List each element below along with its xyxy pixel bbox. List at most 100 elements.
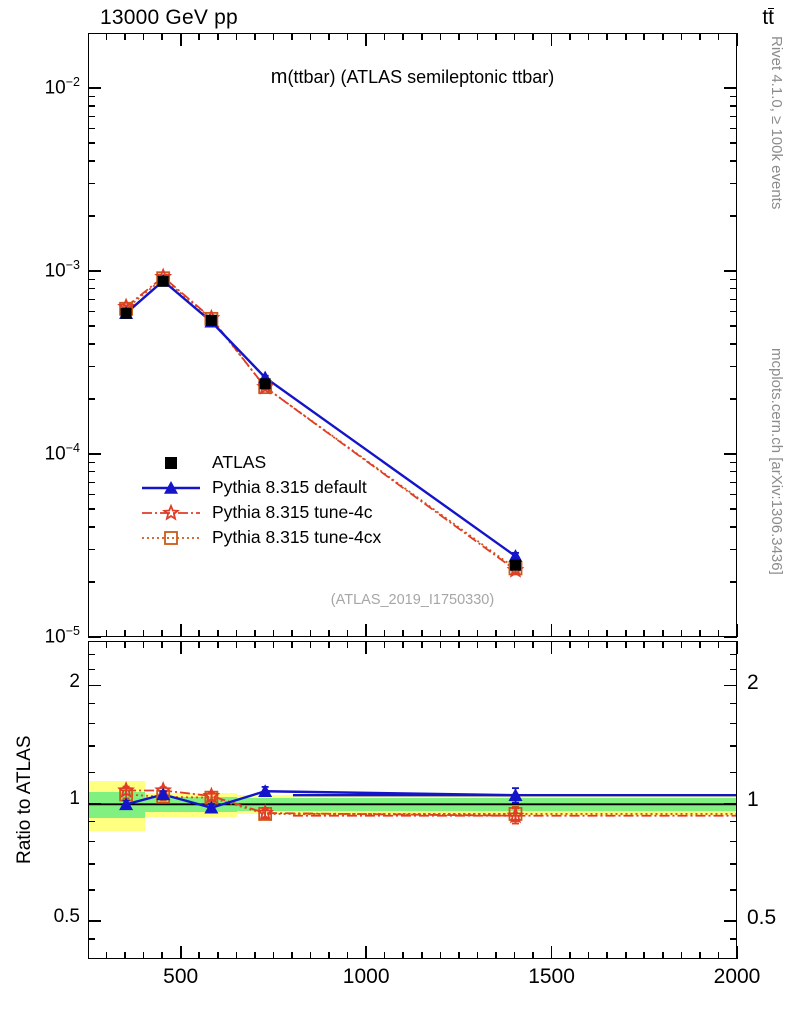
y-tick-minor-left	[88, 278, 95, 281]
x-tick-ratio-top	[439, 641, 442, 648]
y-axis-label: 10−4	[44, 441, 80, 465]
legend-marker-tune-4c	[162, 503, 180, 521]
y-tick-minor-right	[730, 160, 737, 162]
plot-title-rest: (ttbar) (ATLAS semileptonic ttbar)	[287, 67, 555, 87]
x-tick-ratio-bottom	[309, 952, 312, 959]
ratio-y-tick-major-left	[88, 802, 101, 805]
y-tick-minor-left	[88, 343, 95, 345]
legend-item[interactable]: Pythia 8.315 tune-4cx	[140, 525, 381, 550]
x-tick-ratio-top	[217, 641, 219, 648]
x-tick-ratio-bottom	[736, 946, 738, 959]
ratio-y-axis-label-left: 1	[69, 788, 80, 810]
process-label: tt	[762, 6, 774, 30]
x-tick-ratio-bottom	[587, 952, 590, 959]
x-tick-main-bottom	[291, 630, 293, 637]
x-tick-main-top	[124, 33, 126, 40]
x-tick-ratio-bottom	[272, 952, 275, 959]
ratio-y-tick-minor-left	[88, 840, 95, 842]
ratio-y-axis-label-right: 2	[747, 670, 759, 694]
x-tick-ratio-bottom	[643, 952, 646, 959]
ratio-marker-default	[204, 800, 219, 814]
y-tick-minor-left	[88, 127, 95, 130]
ratio-marker-tune-4c	[117, 781, 136, 799]
x-tick-ratio-bottom	[458, 952, 460, 959]
x-tick-main-bottom	[105, 630, 108, 637]
x-tick-ratio-top	[309, 641, 312, 648]
ratio-marker-default	[156, 787, 171, 801]
x-tick-main-top	[736, 33, 738, 46]
x-tick-ratio-bottom	[569, 952, 571, 959]
ratio-y-tick-minor-right	[730, 820, 737, 822]
x-tick-main-bottom	[254, 630, 256, 637]
x-tick-ratio-top	[383, 641, 386, 648]
y-tick-major-left	[88, 87, 101, 89]
y-tick-minor-right	[730, 288, 737, 290]
y-tick-minor-right	[730, 325, 737, 327]
x-tick-ratio-bottom	[198, 952, 201, 959]
y-tick-minor-right	[730, 127, 737, 130]
y-tick-minor-left	[88, 481, 95, 484]
legend-label: Pythia 8.315 tune-4cx	[212, 527, 382, 547]
legend-item[interactable]: ATLAS	[140, 450, 381, 475]
y-tick-minor-right	[730, 366, 737, 368]
ratio-y-tick-minor-right	[730, 745, 737, 747]
x-tick-main-top	[624, 33, 627, 40]
ratio-y-tick-major-right	[724, 684, 737, 687]
x-tick-ratio-top	[142, 641, 145, 648]
x-tick-ratio-top	[458, 641, 460, 648]
x-tick-ratio-top	[179, 641, 182, 654]
ratio-y-tick-minor-right	[730, 863, 737, 865]
y-tick-minor-left	[88, 581, 95, 583]
x-tick-ratio-bottom	[402, 952, 405, 959]
y-tick-minor-right	[730, 508, 737, 510]
legend-key-blue-solid-triangle	[140, 477, 202, 499]
x-tick-ratio-top	[161, 641, 163, 648]
x-tick-main-bottom	[606, 630, 608, 637]
y-tick-minor-left	[88, 548, 95, 551]
x-tick-ratio-bottom	[254, 952, 256, 959]
marker-atlas	[259, 378, 271, 390]
marker-atlas	[157, 275, 169, 287]
x-tick-main-top	[717, 33, 720, 40]
ratio-y-axis-label-right: 0.5	[747, 906, 777, 930]
x-tick-main-bottom	[365, 624, 367, 637]
main-plot-area	[89, 34, 736, 636]
process-t: t	[762, 6, 769, 29]
x-tick-ratio-bottom	[532, 952, 534, 959]
y-tick-minor-right	[730, 215, 737, 217]
ratio-y-tick-major-right	[724, 920, 737, 922]
ratio-y-axis-label-right: 1	[747, 788, 759, 812]
ratio-y-tick-minor-right	[730, 938, 737, 940]
ratio-plot-area	[89, 642, 736, 958]
analysis-id-watermark: (ATLAS_2019_I1750330)	[330, 592, 495, 608]
x-tick-ratio-bottom	[680, 952, 683, 959]
legend-item[interactable]: Pythia 8.315 default	[140, 475, 381, 500]
x-tick-ratio-top	[624, 641, 627, 648]
x-tick-ratio-top	[328, 641, 330, 648]
x-tick-main-top	[198, 33, 201, 40]
x-tick-ratio-top	[532, 641, 534, 648]
x-tick-ratio-bottom	[606, 952, 608, 959]
ratio-y-tick-minor-right	[730, 702, 737, 705]
x-tick-main-top	[309, 33, 312, 40]
ratio-marker-tune-4c	[256, 803, 275, 821]
y-tick-minor-left	[88, 366, 95, 368]
x-tick-main-top	[662, 33, 664, 40]
x-tick-ratio-bottom	[217, 952, 219, 959]
legend-label: Pythia 8.315 default	[212, 477, 367, 497]
y-tick-minor-left	[88, 325, 95, 327]
legend-label: Pythia 8.315 tune-4c	[212, 502, 373, 522]
ratio-y-tick-minor-left	[88, 745, 95, 747]
x-tick-ratio-bottom	[699, 952, 701, 959]
legend-item[interactable]: Pythia 8.315 tune-4c	[140, 500, 381, 525]
x-tick-main-bottom	[198, 630, 201, 637]
x-tick-main-top	[680, 33, 683, 40]
x-tick-main-bottom	[179, 624, 182, 637]
x-tick-main-top	[476, 33, 479, 40]
process-tbar: t	[768, 6, 774, 29]
legend-label: ATLAS	[212, 452, 267, 472]
x-tick-ratio-top	[736, 641, 738, 654]
y-tick-minor-right	[730, 278, 737, 281]
x-tick-main-bottom	[550, 624, 553, 637]
x-tick-main-top	[235, 33, 238, 40]
